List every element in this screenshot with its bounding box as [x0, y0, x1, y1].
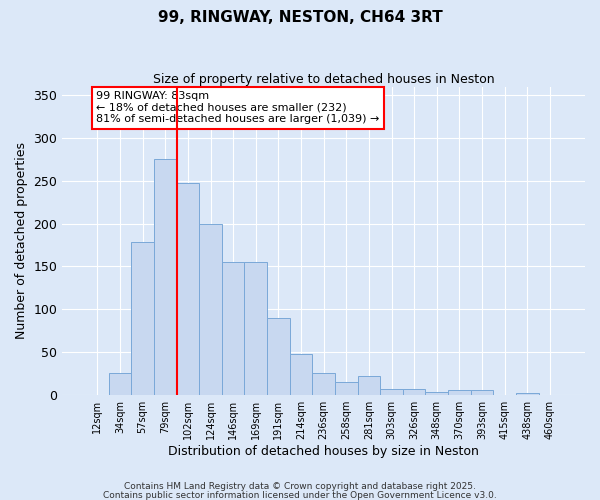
Bar: [244, 262, 267, 394]
Bar: [222, 262, 244, 394]
Title: Size of property relative to detached houses in Neston: Size of property relative to detached ho…: [153, 72, 494, 86]
Bar: [109, 374, 131, 394]
Bar: [335, 382, 358, 394]
X-axis label: Distribution of detached houses by size in Neston: Distribution of detached houses by size …: [168, 444, 479, 458]
Bar: [199, 224, 222, 394]
Bar: [131, 242, 154, 394]
Bar: [380, 388, 403, 394]
Bar: [516, 393, 539, 394]
Y-axis label: Number of detached properties: Number of detached properties: [15, 142, 28, 339]
Bar: [176, 182, 199, 394]
Bar: [471, 390, 493, 394]
Text: Contains public sector information licensed under the Open Government Licence v3: Contains public sector information licen…: [103, 490, 497, 500]
Text: Contains HM Land Registry data © Crown copyright and database right 2025.: Contains HM Land Registry data © Crown c…: [124, 482, 476, 491]
Bar: [313, 374, 335, 394]
Bar: [403, 388, 425, 394]
Bar: [267, 318, 290, 394]
Bar: [154, 160, 176, 394]
Text: 99, RINGWAY, NESTON, CH64 3RT: 99, RINGWAY, NESTON, CH64 3RT: [158, 10, 442, 25]
Bar: [290, 354, 313, 395]
Text: 99 RINGWAY: 83sqm
← 18% of detached houses are smaller (232)
81% of semi-detache: 99 RINGWAY: 83sqm ← 18% of detached hous…: [96, 92, 380, 124]
Bar: [358, 376, 380, 394]
Bar: [448, 390, 471, 394]
Bar: [425, 392, 448, 394]
